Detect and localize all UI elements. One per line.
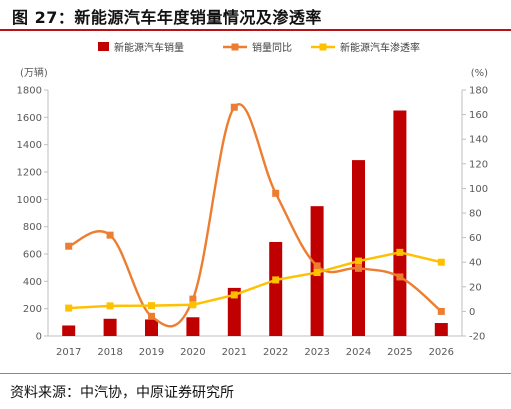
right-tick-label: 0 <box>469 307 475 318</box>
source-divider <box>0 373 511 374</box>
x-tick-label: 2023 <box>304 347 329 358</box>
right-tick-label: 80 <box>469 209 482 220</box>
legend-marker <box>319 43 327 51</box>
left-tick-label: 1800 <box>17 86 42 97</box>
x-tick-label: 2022 <box>263 347 288 358</box>
right-axis-unit: (%) <box>471 68 488 79</box>
legend-label: 新能源汽车渗透率 <box>340 41 420 54</box>
bar-2018 <box>103 318 117 336</box>
figure-title: 图 27：新能源汽车年度销量情况及渗透率 <box>12 8 322 27</box>
right-tick-label: -20 <box>469 332 485 343</box>
point-2017 <box>65 304 73 312</box>
point-2019 <box>148 312 155 320</box>
bar-2026 <box>434 323 448 336</box>
line-penetration <box>68 251 442 310</box>
legend-marker <box>231 43 239 51</box>
point-2024 <box>355 264 362 272</box>
legend-label: 销量同比 <box>252 41 292 54</box>
bar-2021 <box>227 287 241 336</box>
point-2020 <box>189 301 197 309</box>
point-2023 <box>313 269 321 277</box>
bar-2019 <box>145 319 158 336</box>
right-tick-label: 140 <box>469 135 488 146</box>
left-tick-label: 1000 <box>17 195 42 206</box>
source-note: 资料来源：中汽协，中原证券研究所 <box>10 385 234 401</box>
bar-2017 <box>62 325 76 336</box>
line-yoy <box>68 103 443 328</box>
left-tick-label: 800 <box>23 222 42 233</box>
point-2026 <box>437 258 445 266</box>
right-tick-label: 60 <box>469 233 482 244</box>
left-tick-label: 0 <box>36 332 42 343</box>
point-2021 <box>230 103 238 111</box>
x-tick-label: 2018 <box>97 347 122 358</box>
point-2022 <box>272 189 280 197</box>
bar-2020 <box>186 317 200 336</box>
point-2025 <box>396 273 404 281</box>
x-tick-label: 2025 <box>387 347 412 358</box>
left-tick-label: 1600 <box>17 113 42 124</box>
left-tick-label: 600 <box>23 250 42 261</box>
right-tick-label: 20 <box>469 282 482 293</box>
point-2018 <box>106 302 114 310</box>
combo-chart: (万辆) (%)020040060080010001200140016001800… <box>17 41 489 358</box>
point-2020 <box>189 295 197 303</box>
left-tick-label: 1400 <box>17 140 42 151</box>
right-tick-label: 120 <box>469 159 488 170</box>
title-bar: 图 27：新能源汽车年度销量情况及渗透率 <box>0 0 511 31</box>
point-2026 <box>437 307 445 315</box>
point-2017 <box>65 242 73 250</box>
x-tick-label: 2020 <box>180 347 205 358</box>
bar-2022 <box>269 241 283 336</box>
left-tick-label: 400 <box>23 277 42 288</box>
right-tick-label: 100 <box>469 184 488 195</box>
right-tick-label: 160 <box>469 110 488 121</box>
point-2025 <box>396 248 404 256</box>
right-tick-label: 40 <box>469 258 482 269</box>
legend-label-sales: 新能源汽车销量 <box>114 41 184 54</box>
right-tick-label: 180 <box>469 86 488 97</box>
point-2019 <box>148 302 155 310</box>
x-tick-label: 2026 <box>429 347 454 358</box>
bar-2024 <box>352 160 365 336</box>
bar-2025 <box>393 110 407 336</box>
point-2021 <box>230 291 238 299</box>
point-2022 <box>272 276 280 284</box>
legend-swatch-sales <box>98 42 109 51</box>
x-tick-label: 2021 <box>222 347 247 358</box>
x-tick-label: 2019 <box>139 347 164 358</box>
left-axis-unit: (万辆) <box>20 66 48 79</box>
left-tick-label: 200 <box>23 304 42 315</box>
x-tick-label: 2017 <box>56 347 81 358</box>
left-tick-label: 1200 <box>17 168 42 179</box>
point-2023 <box>313 262 321 270</box>
point-2018 <box>106 231 114 239</box>
point-2024 <box>355 257 362 265</box>
x-tick-label: 2024 <box>346 347 371 358</box>
